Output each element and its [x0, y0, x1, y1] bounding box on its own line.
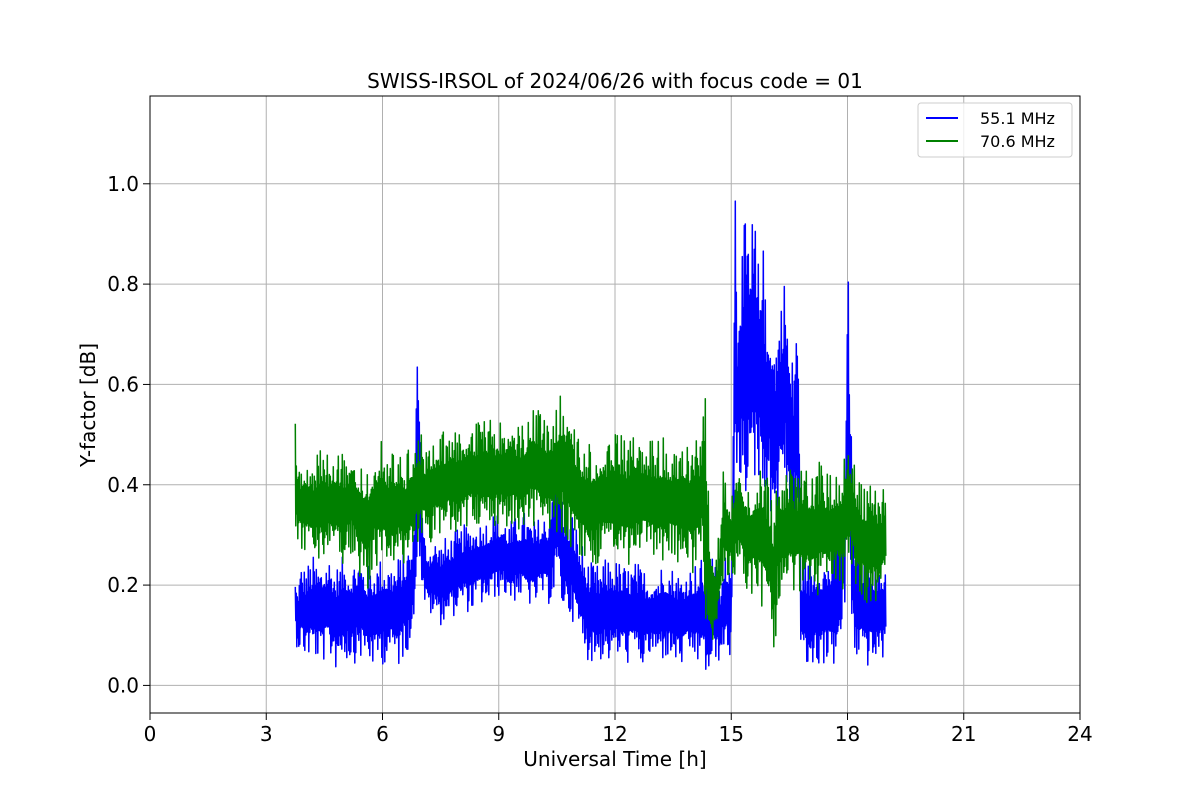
y-axis-ticks: 0.0 0.2 0.4 0.6 0.8 1.0: [107, 172, 150, 697]
x-tick-label: 0: [144, 722, 157, 746]
y-tick-label: 0.8: [107, 272, 139, 296]
x-tick-label: 24: [1067, 722, 1092, 746]
x-tick-label: 6: [376, 722, 389, 746]
y-tick-label: 0.2: [107, 573, 139, 597]
series-layer: [294, 200, 887, 670]
x-axis-ticks: 0 3 6 9 12 15 18 21 24: [144, 713, 1093, 746]
y-axis-label: Y-factor [dB]: [76, 343, 100, 468]
legend-label: 70.6 MHz: [980, 132, 1055, 151]
x-tick-label: 3: [260, 722, 273, 746]
x-tick-label: 18: [835, 722, 860, 746]
series-line-2: [294, 395, 887, 648]
x-tick-label: 9: [492, 722, 505, 746]
x-tick-label: 12: [602, 722, 627, 746]
y-tick-label: 1.0: [107, 172, 139, 196]
y-tick-label: 0.0: [107, 673, 139, 697]
x-axis-label: Universal Time [h]: [523, 747, 706, 771]
y-tick-label: 0.6: [107, 372, 139, 396]
x-tick-label: 21: [951, 722, 976, 746]
x-tick-label: 15: [719, 722, 744, 746]
chart-title: SWISS-IRSOL of 2024/06/26 with focus cod…: [367, 69, 863, 93]
series-line-1: [294, 200, 887, 670]
legend-label: 55.1 MHz: [980, 109, 1055, 128]
legend-box: [917, 102, 1073, 158]
y-tick-label: 0.4: [107, 473, 139, 497]
legend: 55.1 MHz 70.6 MHz: [917, 102, 1073, 158]
